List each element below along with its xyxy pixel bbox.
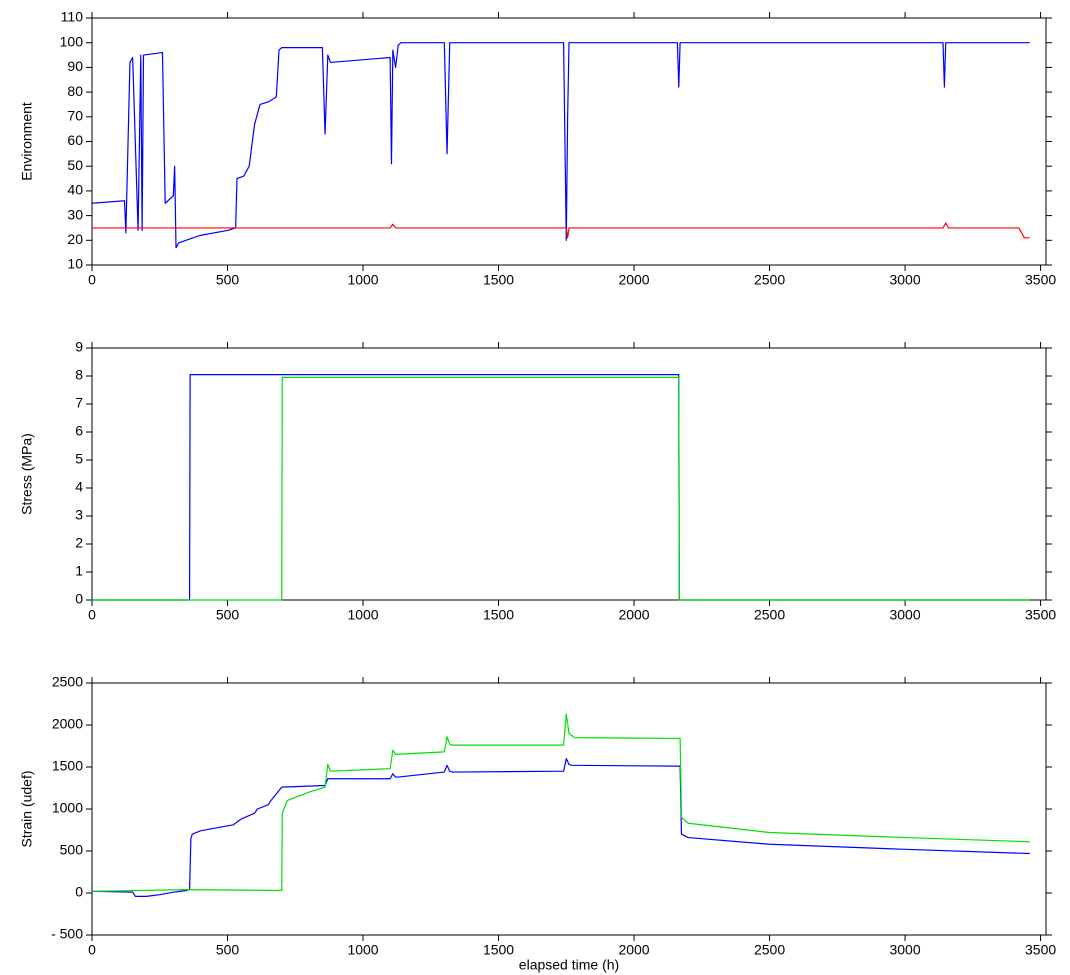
y-tick-label: 1 [75, 563, 83, 579]
y-tick-label: 2 [75, 535, 83, 551]
y-tick-label: 7 [75, 395, 83, 411]
y-tick-label: 100 [60, 33, 84, 49]
x-tick-label: 2000 [618, 942, 649, 958]
x-tick-label: 3000 [889, 272, 920, 288]
x-tick-label: 3500 [1025, 272, 1056, 288]
y-tick-label: 2500 [52, 674, 83, 690]
x-tick-label: 500 [216, 272, 240, 288]
y-axis-label: Stress (MPa) [19, 433, 35, 515]
y-tick-label: 10 [67, 256, 83, 272]
y-tick-label: 500 [60, 842, 84, 858]
series-line [92, 376, 1030, 601]
x-tick-label: 0 [88, 272, 96, 288]
y-tick-label: 0 [75, 884, 83, 900]
x-tick-label: 2500 [754, 607, 785, 623]
y-tick-label: 30 [67, 206, 83, 222]
x-tick-label: 1000 [347, 607, 378, 623]
y-tick-label: 80 [67, 83, 83, 99]
x-tick-label: 3500 [1025, 942, 1056, 958]
y-tick-label: 110 [61, 9, 84, 25]
series-line [92, 374, 1030, 601]
x-tick-label: 1500 [483, 272, 514, 288]
series-line [92, 222, 1030, 239]
x-tick-label: 500 [216, 607, 240, 623]
x-tick-label: 500 [216, 942, 240, 958]
y-tick-label: 0 [75, 591, 83, 607]
y-tick-label: 4 [75, 479, 83, 495]
x-tick-label: 1500 [483, 607, 514, 623]
y-tick-label: 5 [75, 451, 83, 467]
y-tick-label: 1000 [52, 800, 83, 816]
x-tick-label: 1000 [347, 272, 378, 288]
x-tick-label: 2000 [618, 272, 649, 288]
series-line [91, 758, 1030, 897]
y-axis-label: Environment [19, 102, 35, 181]
series-line [91, 42, 1030, 249]
x-tick-label: 1500 [483, 942, 514, 958]
y-tick-label: 6 [75, 423, 83, 439]
plot-frame [91, 347, 1047, 601]
x-tick-label: 2500 [754, 942, 785, 958]
y-tick-label: 70 [67, 108, 83, 124]
x-axis-label: elapsed time (h) [519, 957, 619, 973]
y-tick-label: 60 [67, 132, 83, 148]
y-tick-label: 40 [67, 182, 83, 198]
x-tick-label: 0 [88, 942, 96, 958]
x-tick-label: 3500 [1025, 607, 1056, 623]
y-tick-label: 90 [67, 58, 83, 74]
y-tick-label: 50 [67, 157, 83, 173]
plot-frame [91, 682, 1047, 936]
y-tick-label: 8 [75, 367, 83, 383]
x-tick-label: 1000 [347, 942, 378, 958]
x-tick-label: 2000 [618, 607, 649, 623]
x-tick-label: 3000 [889, 942, 920, 958]
x-tick-label: 3000 [889, 607, 920, 623]
series-line [91, 713, 1030, 892]
y-tick-label: 1500 [52, 758, 83, 774]
x-tick-label: 0 [88, 607, 96, 623]
x-tick-label: 2500 [754, 272, 785, 288]
y-tick-label: - 500 [51, 926, 83, 942]
y-axis-label: Strain (udef) [19, 770, 35, 847]
y-tick-label: 20 [67, 231, 83, 247]
y-tick-label: 9 [75, 339, 83, 355]
y-tick-label: 2000 [52, 716, 83, 732]
y-tick-label: 3 [75, 507, 83, 523]
